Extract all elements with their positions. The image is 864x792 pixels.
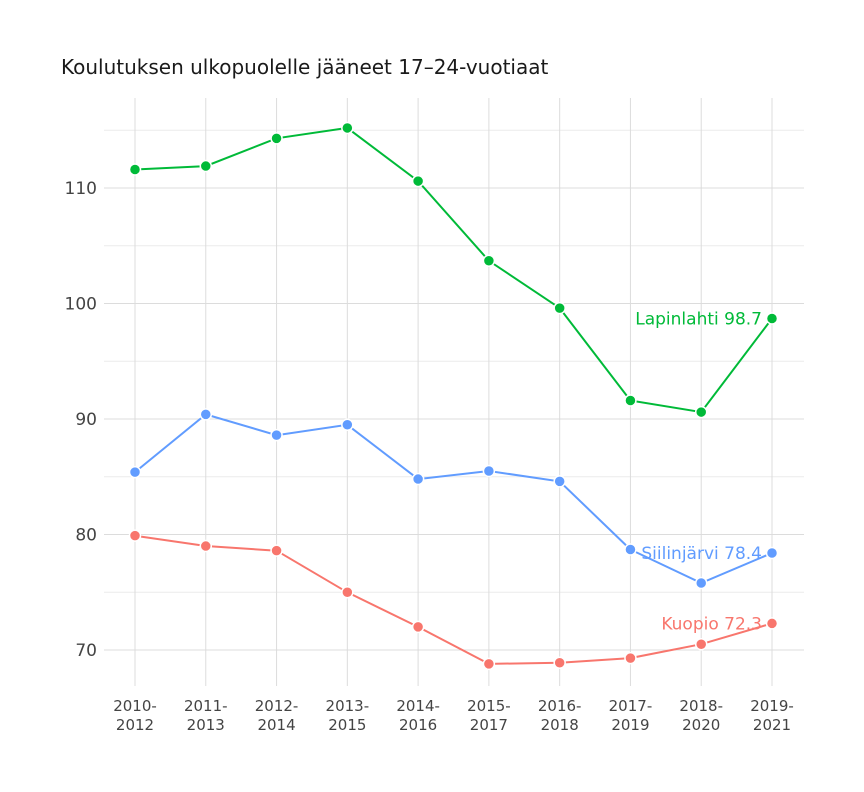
data-point-kuopio	[411, 620, 425, 634]
y-tick-label: 90	[75, 410, 97, 430]
data-point-kuopio	[694, 637, 708, 651]
y-tick-label: 100	[65, 295, 97, 315]
series-line-lapinlahti	[134, 126, 773, 414]
data-point-lapinlahti	[694, 405, 708, 419]
data-point-lapinlahti	[341, 121, 354, 135]
data-point-lapinlahti	[411, 174, 425, 188]
data-point-siilinj-rvi	[341, 418, 354, 432]
y-tick-label: 70	[75, 641, 97, 661]
x-tick-label: 2014-2016	[396, 697, 440, 734]
x-tick-label: 2019-2021	[750, 697, 794, 734]
x-axis-ticks: 2010-2012 2011-2013 2012-2014 2013-2015 2014…	[113, 697, 794, 734]
data-point-siilinj-rvi	[270, 428, 283, 442]
x-tick-label: 2010-2012	[113, 697, 157, 734]
data-point-lapinlahti	[765, 312, 779, 325]
chart-title: Koulutuksen ulkopuolelle jääneet 17–24-v…	[61, 55, 549, 79]
x-tick-label: 2015-2017	[467, 697, 511, 734]
grid	[104, 98, 804, 686]
x-tick-label: 2016-2018	[538, 697, 582, 734]
data-point-kuopio	[765, 617, 779, 630]
end-label-kuopio: Kuopio 72.3	[661, 614, 762, 634]
data-point-kuopio	[482, 657, 496, 671]
x-tick-label: 2013-2015	[326, 697, 370, 734]
data-point-kuopio	[128, 529, 142, 542]
y-axis-ticks: 70 80 90 100 110	[65, 179, 97, 661]
data-point-siilinj-rvi	[694, 576, 708, 590]
data-point-lapinlahti	[624, 394, 637, 407]
end-label-lapinlahti: Lapinlahti 98.7	[635, 310, 762, 330]
data-point-siilinj-rvi	[411, 472, 425, 486]
y-tick-label: 110	[65, 179, 97, 199]
data-point-siilinj-rvi	[624, 543, 637, 556]
series-line-kuopio	[134, 534, 773, 665]
x-tick-label: 2018-2020	[679, 697, 723, 734]
data-point-lapinlahti	[553, 301, 566, 315]
data-point-siilinj-rvi	[765, 546, 779, 560]
x-tick-label: 2011-2013	[184, 697, 228, 734]
end-labels: Lapinlahti 98.7 Siilinjärvi 78.4 Kuopio 72…	[635, 310, 762, 635]
y-tick-label: 80	[75, 526, 97, 546]
data-point-kuopio	[270, 544, 283, 557]
data-point-siilinj-rvi	[199, 408, 213, 421]
data-point-lapinlahti	[270, 132, 283, 145]
series-line-siilinj-rvi	[134, 413, 773, 585]
end-label-siilinj-rvi: Siilinjärvi 78.4	[641, 544, 762, 564]
x-tick-label: 2017-2019	[609, 697, 653, 734]
data-point-siilinj-rvi	[553, 475, 566, 488]
data-point-siilinj-rvi	[482, 464, 496, 478]
data-point-lapinlahti	[128, 163, 142, 176]
data-point-kuopio	[341, 586, 354, 599]
x-tick-label: 2012-2014	[255, 697, 299, 734]
data-point-kuopio	[624, 651, 637, 665]
data-point-kuopio	[199, 539, 213, 553]
data-point-lapinlahti	[482, 254, 496, 268]
data-point-siilinj-rvi	[128, 465, 142, 479]
series	[128, 121, 779, 671]
data-point-kuopio	[553, 656, 566, 669]
data-point-lapinlahti	[199, 159, 213, 173]
